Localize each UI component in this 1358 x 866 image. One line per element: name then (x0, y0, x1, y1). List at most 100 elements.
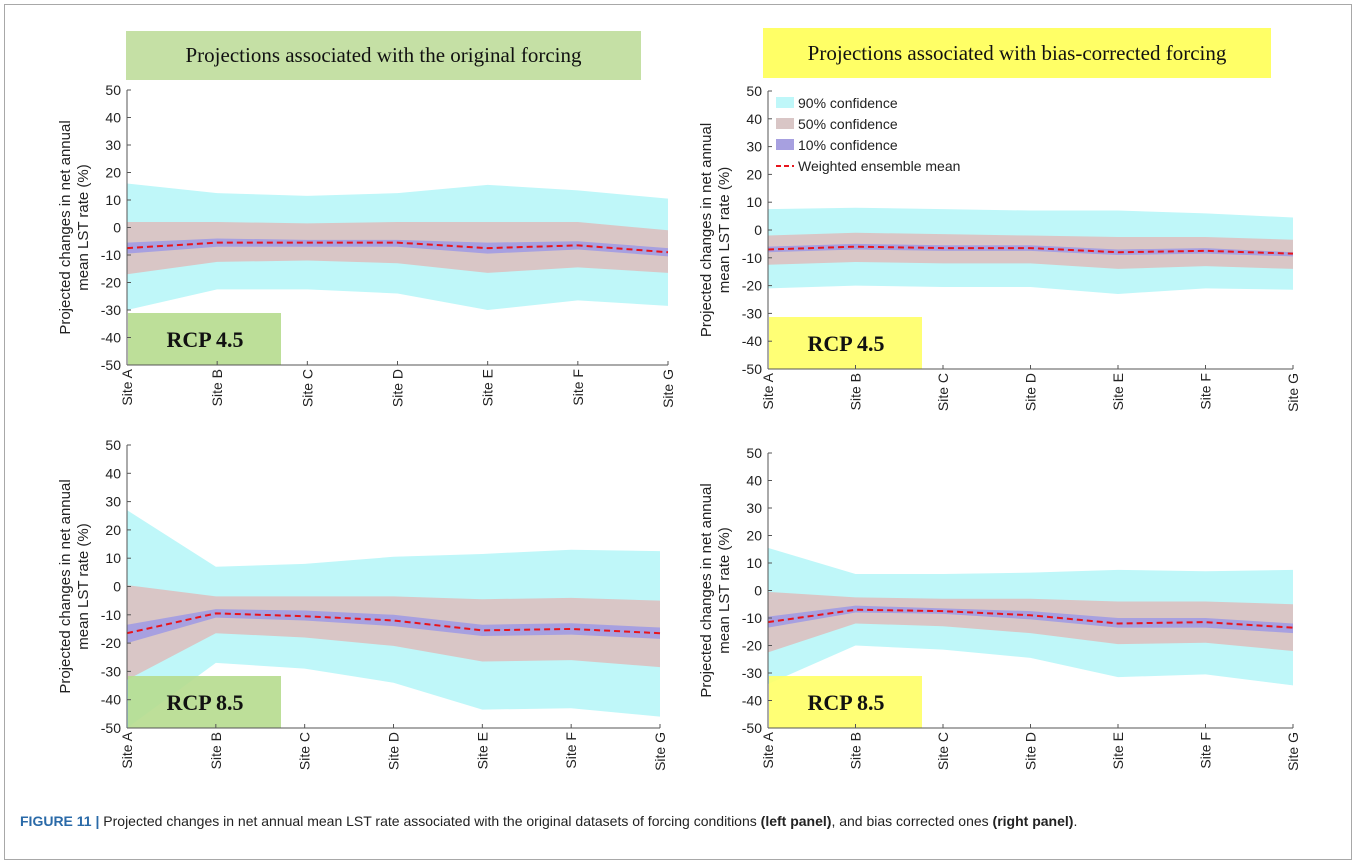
panel-tr-ylabel-line1: Projected changes in net annual (698, 123, 715, 337)
panel-tr-xtick-label: Site C (935, 373, 951, 411)
panel-br-xtick-label: Site B (848, 732, 864, 769)
caption-bold-2: (right panel) (992, 813, 1074, 829)
panel-bl-rcp-box (128, 676, 281, 728)
panel-tr-rcp-label: RCP 4.5 (808, 331, 885, 356)
panel-bl-ytick-label: 50 (105, 437, 121, 453)
panel-bl-ytick-label: -40 (101, 692, 121, 708)
header-bias-corrected-forcing-text: Projections associated with bias-correct… (807, 40, 1227, 65)
panel-tr-legend-label: 10% confidence (798, 137, 898, 153)
panel-tl-xtick-label: Site A (119, 368, 135, 405)
panel-tr-ytick-label: -10 (742, 250, 762, 266)
panel-br-ytick-label: -40 (742, 693, 762, 709)
panel-tl-xtick-label: Site D (390, 369, 406, 407)
panel-bl-ytick-label: 0 (113, 579, 121, 595)
panel-tl-xtick-label: Site C (299, 369, 315, 407)
panel-bl-ytick-label: 30 (105, 494, 121, 510)
panel-br-xtick-label: Site D (1023, 732, 1039, 770)
panel-br-ytick-label: 40 (746, 473, 762, 489)
chart-top-right: RCP 4.5 -50 -40 -30 -20 -10 0 10 20 30 40 50 Site A S… (698, 83, 1301, 412)
panel-br-ytick-label: 30 (746, 500, 762, 516)
panel-br-xtick-label: Site C (935, 732, 951, 770)
panel-br-ytick-label: -20 (742, 638, 762, 654)
panel-tr-xtick-label: Site F (1198, 373, 1214, 410)
panel-br-ytick-label: 20 (746, 528, 762, 544)
panel-bl-band-10 (127, 609, 660, 644)
panel-tr-legend-label: 50% confidence (798, 116, 898, 132)
panel-br-ytick-label: -10 (742, 610, 762, 626)
panel-tr-xtick-label: Site A (760, 372, 776, 409)
panel-br-ytick-label: 50 (746, 445, 762, 461)
panel-tr-ytick-label: 50 (746, 83, 762, 99)
panel-br-ylabel-line1: Projected changes in net annual (698, 483, 715, 697)
panel-bl-xtick-label: Site B (208, 732, 224, 769)
panel-tl-ytick-label: 10 (105, 192, 121, 208)
panel-br-ytick-label: -30 (742, 665, 762, 681)
panel-tl-ylabel-line2: mean LST rate (%) (75, 164, 92, 290)
chart-bottom-left: RCP 8.5 -50 -40 -30 -20 -10 0 10 20 30 40 50 Site A S… (57, 437, 668, 771)
panel-bl-xtick-label: Site A (119, 731, 135, 768)
panel-tl-xtick-label: Site B (209, 369, 225, 406)
panel-bl-ytick-label: -20 (101, 635, 121, 651)
panel-tr-ytick-label: 20 (746, 166, 762, 182)
panel-bl-xtick-label: Site G (652, 732, 668, 771)
panel-bl-ytick-label: -30 (101, 663, 121, 679)
panel-br-ytick-label: 0 (754, 583, 762, 599)
panel-tr-mean-line (767, 245, 1294, 255)
panel-tr-xtick-label: Site B (848, 373, 864, 410)
panel-tr-ytick-label: 10 (746, 194, 762, 210)
panel-br-xtick-label: Site A (760, 731, 776, 768)
panel-tr-legend-label: Weighted ensemble mean (798, 158, 960, 174)
header-original-forcing-text: Projections associated with the original… (185, 43, 582, 67)
panel-tr-xtick-label: Site G (1285, 373, 1301, 412)
panel-tr-ytick-label: 0 (754, 222, 762, 238)
panel-tl-ylabel: Projected changes in net annualmean LST … (57, 120, 92, 334)
panel-br-band-10 (768, 605, 1293, 634)
panel-br-rcp-box (769, 676, 922, 728)
panel-br-mean-line (767, 608, 1294, 629)
panel-tr-legend-swatch (776, 139, 794, 150)
panel-bl-band-50 (127, 585, 660, 680)
chart-bottom-right: RCP 8.5 -50 -40 -30 -20 -10 0 10 20 30 40 50 Site A S… (698, 445, 1301, 771)
panel-tr-ytick-label: -20 (742, 278, 762, 294)
caption-text-3: . (1073, 813, 1078, 829)
panel-bl-xtick-label: Site F (563, 732, 579, 769)
figure-caption: FIGURE 11 | Projected changes in net ann… (20, 811, 1340, 831)
panel-tl-xtick-label: Site F (570, 369, 586, 406)
panel-tr-rcp-box (769, 317, 922, 369)
panel-tr-ylabel-line2: mean LST rate (%) (716, 167, 733, 293)
caption-text-2: , and bias corrected ones (831, 813, 993, 829)
panel-tr-xtick-label: Site E (1110, 373, 1126, 410)
caption-bold-1: (left panel) (760, 813, 832, 829)
panel-br-ylabel-line2: mean LST rate (%) (716, 527, 733, 653)
panel-br-ytick-label: -50 (742, 720, 762, 736)
panel-tr-ytick-label: -40 (742, 333, 762, 349)
panel-tl-rcp-box (128, 313, 281, 365)
panel-tr-legend-swatch (776, 97, 794, 108)
chart-top-left: RCP 4.5 -50 -40 -30 -20 -10 0 10 20 30 40 50 Site A S… (57, 82, 676, 408)
panel-bl-mean-line (126, 612, 661, 635)
panel-tl-ytick-label: 20 (105, 165, 121, 181)
figure-frame (4, 4, 1352, 860)
header-original-forcing: Projections associated with the original… (126, 31, 641, 80)
panel-br-xtick-label: Site E (1110, 732, 1126, 769)
panel-tr-ytick-label: -50 (742, 361, 762, 377)
panel-br-rcp-label: RCP 8.5 (808, 690, 885, 715)
panel-tl-ytick-label: -10 (101, 247, 121, 263)
panel-tl-ytick-label: -30 (101, 302, 121, 318)
panel-br-xtick-label: Site F (1198, 732, 1214, 769)
panel-bl-ylabel: Projected changes in net annualmean LST … (57, 479, 92, 693)
panel-tl-band-50 (127, 222, 668, 275)
panel-bl-xtick-label: Site D (386, 732, 402, 770)
panel-br-xtick-label: Site G (1285, 732, 1301, 771)
panel-tl-xtick-label: Site E (480, 369, 496, 406)
panel-tr-legend-swatch (776, 118, 794, 129)
panel-bl-ylabel-line2: mean LST rate (%) (75, 523, 92, 649)
panel-tl-mean-line (126, 241, 669, 254)
caption-label: FIGURE 11 | (20, 813, 100, 829)
panel-tl-ytick-label: -50 (101, 357, 121, 373)
panel-bl-ylabel-line1: Projected changes in net annual (57, 479, 74, 693)
panel-bl-ytick-label: -10 (101, 607, 121, 623)
panel-tl-ytick-label: 40 (105, 110, 121, 126)
header-bias-corrected-forcing: Projections associated with bias-correct… (763, 28, 1271, 78)
panel-bl-ytick-label: 10 (105, 550, 121, 566)
